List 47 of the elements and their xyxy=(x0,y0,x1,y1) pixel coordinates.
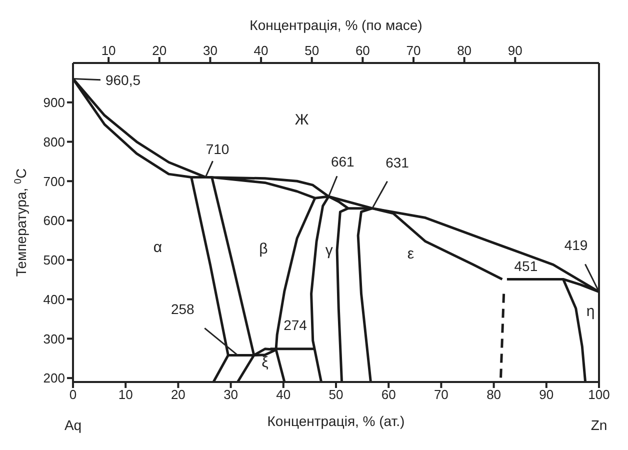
x2-tick-label: 10 xyxy=(101,43,116,58)
y-tick-label: 300 xyxy=(43,331,65,346)
x-axis-title: Концентрація, % (ат.) xyxy=(267,413,405,429)
x-tick-label: 70 xyxy=(434,387,448,402)
x2-axis-title: Концентрація, % (по масе) xyxy=(250,17,422,33)
annotation: ξ xyxy=(262,354,269,371)
y-tick-label: 900 xyxy=(43,95,65,110)
annotation: η xyxy=(586,302,595,320)
x2-tick-label: 80 xyxy=(457,43,472,58)
annotation: 258 xyxy=(170,300,195,317)
x-tick-label: 90 xyxy=(539,387,554,402)
annotation: ε xyxy=(407,245,414,262)
annotation: β xyxy=(259,240,268,258)
text: Zn xyxy=(590,416,608,433)
annotation: 661 xyxy=(330,153,355,170)
annotation: 419 xyxy=(564,236,588,253)
annotation: γ xyxy=(325,242,334,260)
annotation: 451 xyxy=(514,258,538,274)
x2-tick-label: 60 xyxy=(355,43,370,58)
annotation: Ж xyxy=(294,111,309,128)
y-tick-label: 500 xyxy=(43,252,65,268)
y-tick-label: 200 xyxy=(43,370,65,386)
annotation: 631 xyxy=(386,154,410,170)
x-tick-label: 0 xyxy=(69,387,77,402)
x-tick-label: 10 xyxy=(118,387,133,402)
annotation: 710 xyxy=(206,140,230,157)
x2-tick-label: 70 xyxy=(406,43,421,58)
x2-tick-label: 90 xyxy=(508,43,522,58)
y-tick-label: 700 xyxy=(43,174,65,189)
x-tick-label: 40 xyxy=(276,387,291,402)
annotation: 274 xyxy=(284,316,308,333)
x2-tick-label: 40 xyxy=(254,43,268,58)
x-tick-label: 80 xyxy=(486,387,502,402)
x-tick-label: 100 xyxy=(588,387,610,402)
annotation: 960,5 xyxy=(105,71,141,88)
x-tick-label: 50 xyxy=(328,387,344,402)
annotation: α xyxy=(153,238,162,256)
y-tick-label: 800 xyxy=(43,134,65,150)
x2-tick-label: 30 xyxy=(202,43,218,58)
y-tick-label: 600 xyxy=(43,213,65,228)
x-tick-label: 60 xyxy=(381,387,396,402)
x2-tick-label: 50 xyxy=(304,43,320,58)
x2-tick-label: 20 xyxy=(152,43,167,58)
y-tick-label: 400 xyxy=(43,292,65,307)
x-tick-label: 20 xyxy=(170,387,186,402)
text: Aq xyxy=(64,416,82,433)
x-tick-label: 30 xyxy=(224,387,238,402)
